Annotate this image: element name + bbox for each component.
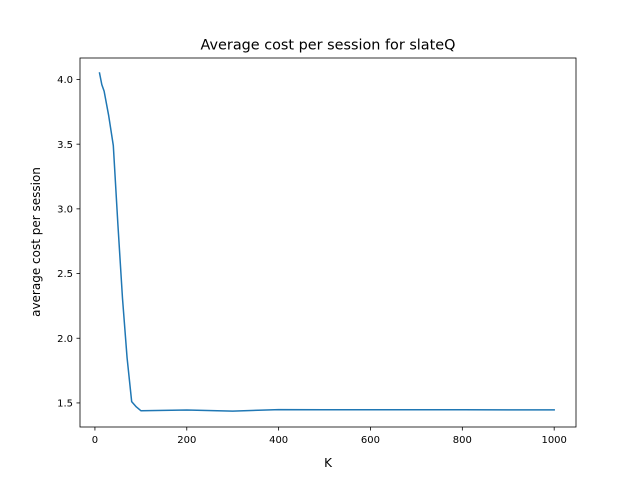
plot-area: [98, 72, 555, 412]
x-tick-label-4: 800: [453, 435, 472, 446]
axes-frame: [79, 57, 577, 428]
y-tick-label-1: 2.0: [57, 334, 73, 345]
axes: 0 200 400 600 800 1000 1.5 2.0 2.5 3.0 3.5 4.0: [57, 57, 577, 446]
y-tick-label-4: 3.5: [57, 140, 73, 151]
y-axis-label: average cost per session: [29, 167, 43, 317]
x-tick-label-3: 600: [361, 435, 380, 446]
y-tick-label-5: 4.0: [57, 75, 73, 86]
x-axis-label: K: [324, 456, 333, 470]
y-tick-label-3: 3.0: [57, 204, 73, 215]
y-tick-label-0: 1.5: [57, 399, 73, 410]
x-tick-label-5: 1000: [541, 435, 566, 446]
x-tick-label-1: 200: [177, 435, 196, 446]
y-tick-label-2: 2.5: [57, 269, 73, 280]
chart-title: Average cost per session for slateQ: [201, 38, 456, 54]
x-tick-label-0: 0: [92, 435, 98, 446]
series-line-0: [98, 72, 555, 412]
x-tick-label-2: 400: [269, 435, 288, 446]
